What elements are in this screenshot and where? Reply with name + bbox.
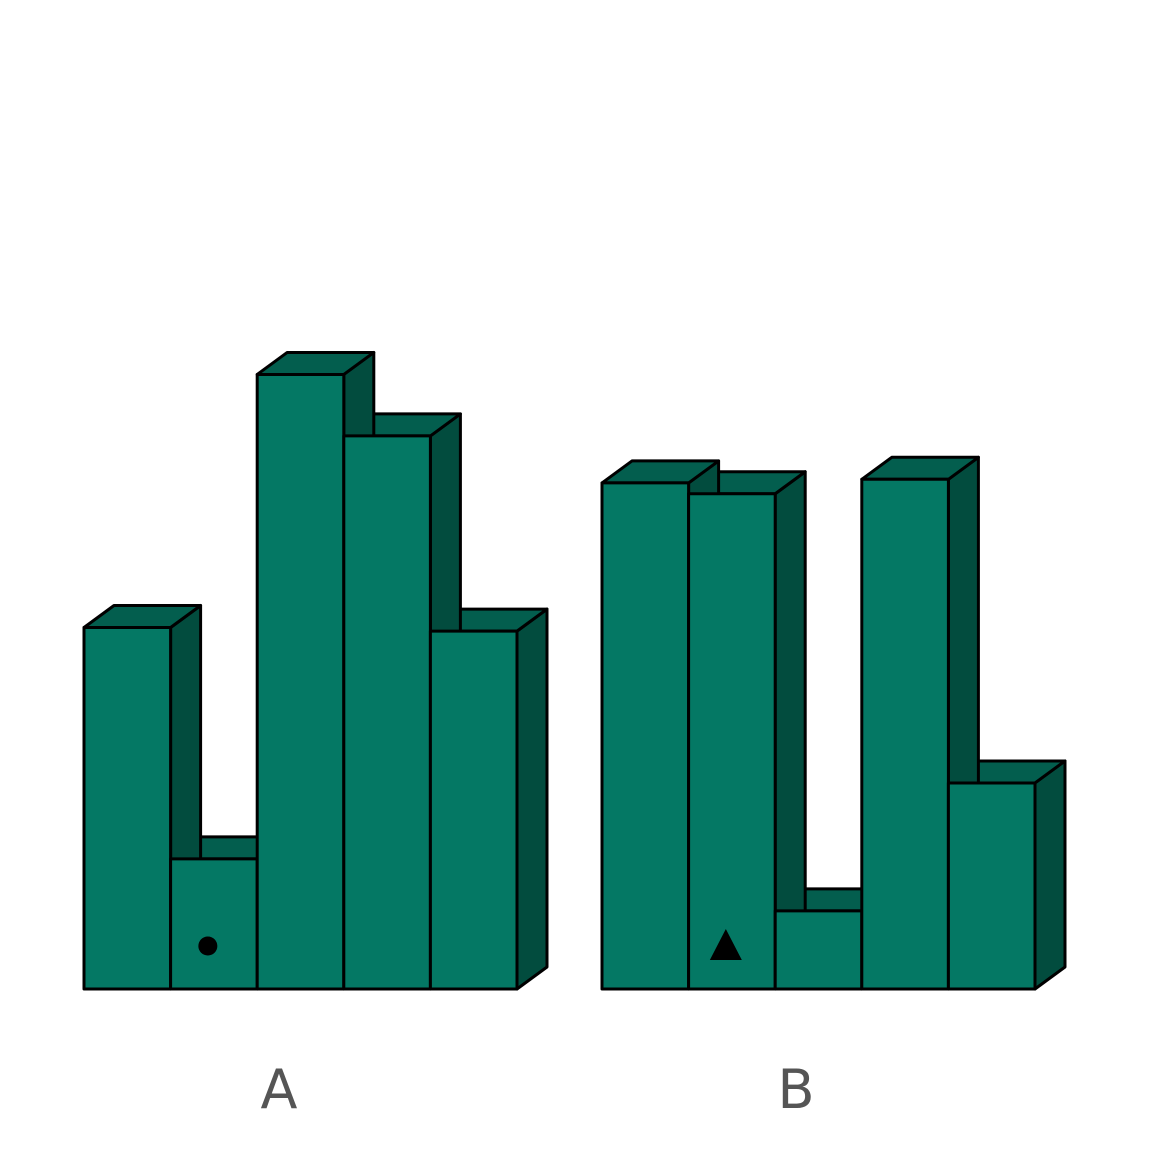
circle-marker-icon [198, 936, 218, 956]
block-b-5-side [1033, 759, 1067, 991]
block-a-1-front [82, 626, 173, 991]
block-b-5-front [946, 781, 1037, 991]
group-label-a: A [261, 1058, 298, 1121]
block-a-5-side [515, 607, 549, 991]
block-b-2-front [687, 492, 777, 991]
block-a-2-front [169, 857, 259, 991]
group-label-b: B [777, 1058, 814, 1121]
block-a-4-front [342, 434, 432, 991]
block-b-4-front [860, 477, 950, 991]
block-group-a [82, 350, 549, 991]
block-b-1-front [600, 481, 691, 991]
block-group-b [600, 455, 1067, 991]
block-b-3-front [773, 909, 864, 991]
triangle-marker-icon [709, 929, 742, 960]
block-a-3-front [255, 372, 346, 991]
block-a-5-front [428, 629, 519, 991]
